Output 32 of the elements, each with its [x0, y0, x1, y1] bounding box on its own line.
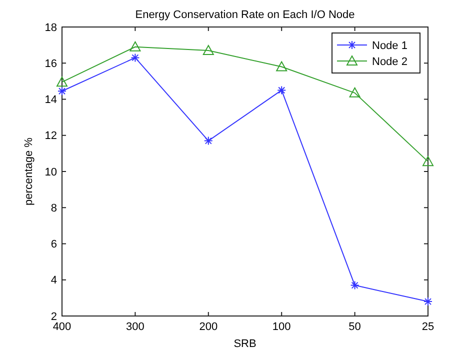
- legend-label: Node 2: [372, 56, 408, 68]
- point: [424, 297, 432, 306]
- x-tick-label: 50: [348, 321, 361, 333]
- y-tick-label: 6: [50, 238, 57, 251]
- point: [422, 156, 434, 166]
- point: [349, 87, 360, 98]
- x-tick-label: 300: [126, 321, 144, 333]
- point: [130, 53, 140, 62]
- point: [204, 136, 213, 146]
- y-axis-title: percentage %: [23, 137, 35, 206]
- point: [130, 41, 141, 52]
- point: [58, 86, 66, 96]
- y-tick-label: 8: [50, 202, 57, 214]
- x-axis-title: SRB: [234, 338, 256, 350]
- y-tick-label: 14: [44, 94, 57, 106]
- y-tick-label: 2: [50, 310, 57, 323]
- point: [56, 76, 68, 87]
- point: [277, 86, 286, 95]
- x-tick-label: 200: [199, 321, 218, 333]
- point: [276, 61, 288, 72]
- legend-label: Node 1: [372, 40, 408, 52]
- x-tick-label: 400: [52, 321, 72, 333]
- point: [202, 44, 214, 55]
- y-tick-label: 10: [44, 166, 57, 178]
- y-tick-label: 18: [44, 22, 57, 34]
- y-tick-label: 4: [50, 274, 57, 287]
- y-tick-label: 12: [44, 130, 57, 142]
- x-tick-label: 100: [272, 321, 291, 333]
- chart-title: Energy Conservation Rate on Each I/O Node: [135, 9, 355, 21]
- y-tick-label: 16: [44, 58, 57, 70]
- point: [350, 280, 360, 290]
- x-tick-label: 25: [422, 321, 434, 333]
